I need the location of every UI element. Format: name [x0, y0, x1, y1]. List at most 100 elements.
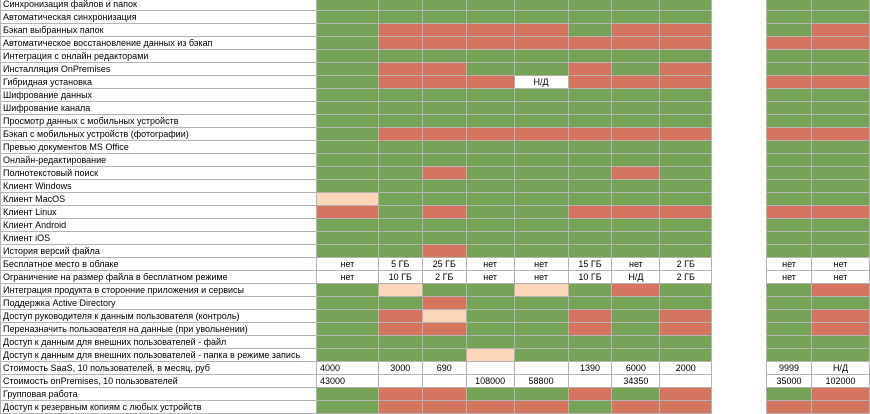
table-cell[interactable] [421, 75, 467, 89]
table-cell[interactable] [811, 114, 870, 128]
table-cell[interactable] [315, 114, 379, 128]
table-cell[interactable] [377, 49, 423, 63]
table-cell[interactable] [513, 88, 569, 102]
table-cell[interactable] [513, 231, 569, 245]
feature-label[interactable]: Автоматическая синхронизация [0, 10, 317, 24]
table-cell[interactable] [567, 192, 613, 206]
table-cell[interactable] [315, 387, 379, 401]
table-cell[interactable] [421, 374, 467, 388]
table-cell[interactable] [465, 36, 515, 50]
table-cell[interactable] [567, 153, 613, 167]
table-cell[interactable]: 2 ГБ [659, 270, 713, 284]
table-cell[interactable] [377, 75, 423, 89]
table-cell[interactable] [611, 335, 661, 349]
table-cell[interactable] [377, 283, 423, 297]
table-cell[interactable]: нет [315, 270, 379, 284]
table-cell[interactable] [377, 36, 423, 50]
table-cell[interactable] [315, 0, 379, 11]
feature-label[interactable]: Превью документов MS Office [0, 140, 317, 154]
table-cell[interactable] [611, 114, 661, 128]
table-cell[interactable] [513, 309, 569, 323]
table-cell[interactable] [377, 218, 423, 232]
table-cell[interactable] [377, 192, 423, 206]
table-cell[interactable] [377, 348, 423, 362]
table-cell[interactable] [421, 205, 467, 219]
table-cell[interactable] [567, 75, 613, 89]
table-cell[interactable] [315, 322, 379, 336]
table-cell[interactable] [421, 153, 467, 167]
table-cell[interactable] [567, 348, 613, 362]
table-cell[interactable] [811, 387, 870, 401]
feature-label[interactable]: Доступ к данным для внешних пользователе… [0, 348, 317, 362]
feature-label[interactable]: Просмотр данных с мобильных устройств [0, 114, 317, 128]
table-cell[interactable]: нет [766, 270, 812, 284]
table-cell[interactable] [766, 387, 812, 401]
table-cell[interactable] [421, 244, 467, 258]
table-cell[interactable] [766, 75, 812, 89]
table-cell[interactable] [811, 244, 870, 258]
table-cell[interactable] [611, 231, 661, 245]
table-cell[interactable] [811, 322, 870, 336]
table-cell[interactable] [513, 387, 569, 401]
table-cell[interactable] [611, 127, 661, 141]
table-cell[interactable] [421, 296, 467, 310]
table-cell[interactable] [811, 348, 870, 362]
table-cell[interactable] [766, 296, 812, 310]
table-cell[interactable]: 35000 [766, 374, 812, 388]
table-cell[interactable] [377, 10, 423, 24]
table-cell[interactable]: 108000 [465, 374, 515, 388]
table-cell[interactable] [377, 231, 423, 245]
table-cell[interactable] [811, 127, 870, 141]
table-cell[interactable] [315, 49, 379, 63]
table-cell[interactable] [421, 49, 467, 63]
table-cell[interactable] [315, 192, 379, 206]
table-cell[interactable]: 25 ГБ [421, 257, 467, 271]
feature-label[interactable]: Ограничение на размер файла в бесплатном… [0, 270, 317, 284]
table-cell[interactable] [659, 114, 713, 128]
table-cell[interactable] [421, 322, 467, 336]
table-cell[interactable] [377, 179, 423, 193]
feature-label[interactable]: Клиент Linux [0, 205, 317, 219]
table-cell[interactable] [465, 10, 515, 24]
table-cell[interactable] [766, 166, 812, 180]
table-cell[interactable] [766, 0, 812, 11]
table-cell[interactable] [513, 348, 569, 362]
feature-label[interactable]: Синхронизация файлов и папок [0, 0, 317, 11]
table-cell[interactable] [465, 114, 515, 128]
feature-label[interactable]: Групповая работа [0, 387, 317, 401]
table-cell[interactable] [611, 153, 661, 167]
table-cell[interactable] [421, 127, 467, 141]
table-cell[interactable] [377, 23, 423, 37]
feature-label[interactable]: Доступ к резервным копиям с любых устрой… [0, 400, 317, 414]
table-cell[interactable] [315, 244, 379, 258]
table-cell[interactable] [465, 205, 515, 219]
table-cell[interactable] [377, 387, 423, 401]
table-cell[interactable] [659, 88, 713, 102]
table-cell[interactable] [611, 140, 661, 154]
feature-label[interactable]: Бэкап с мобильных устройств (фотографии) [0, 127, 317, 141]
table-cell[interactable] [465, 244, 515, 258]
table-cell[interactable] [611, 218, 661, 232]
feature-label[interactable]: Инсталляция OnPremises [0, 62, 317, 76]
table-cell[interactable] [377, 62, 423, 76]
table-cell[interactable] [766, 231, 812, 245]
table-cell[interactable] [465, 335, 515, 349]
table-cell[interactable] [421, 10, 467, 24]
table-cell[interactable] [766, 205, 812, 219]
table-cell[interactable] [611, 179, 661, 193]
table-cell[interactable] [811, 205, 870, 219]
table-cell[interactable] [659, 49, 713, 63]
table-cell[interactable] [567, 36, 613, 50]
table-cell[interactable]: нет [465, 257, 515, 271]
table-cell[interactable] [377, 309, 423, 323]
table-cell[interactable] [567, 114, 613, 128]
table-cell[interactable] [659, 335, 713, 349]
table-cell[interactable] [567, 283, 613, 297]
table-cell[interactable]: Н/Д [513, 75, 569, 89]
table-cell[interactable] [421, 283, 467, 297]
table-cell[interactable] [465, 361, 515, 375]
table-cell[interactable]: Н/Д [611, 270, 661, 284]
table-cell[interactable]: 3000 [377, 361, 423, 375]
table-cell[interactable] [315, 127, 379, 141]
table-cell[interactable] [513, 400, 569, 414]
